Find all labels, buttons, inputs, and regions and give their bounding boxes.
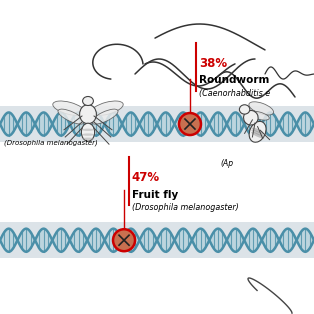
Ellipse shape [81,123,95,141]
Ellipse shape [58,109,84,124]
Circle shape [113,229,135,251]
Text: Roundworm: Roundworm [199,75,270,85]
Ellipse shape [249,111,269,120]
Ellipse shape [82,133,94,136]
Bar [0,222,314,258]
Ellipse shape [244,111,258,125]
Ellipse shape [92,109,118,124]
Ellipse shape [53,101,85,116]
Ellipse shape [252,127,264,134]
Text: 47%: 47% [132,171,160,184]
Text: Fruit fly: Fruit fly [132,190,178,200]
Text: (Ap: (Ap [220,159,233,168]
Ellipse shape [80,105,96,124]
Text: 38%: 38% [199,57,228,69]
Ellipse shape [239,105,250,114]
Circle shape [179,113,201,135]
Text: (Drosophila melanogaster): (Drosophila melanogaster) [132,203,239,212]
Ellipse shape [249,102,273,115]
Ellipse shape [249,122,266,142]
Ellipse shape [83,96,93,106]
Bar [0,106,314,142]
Ellipse shape [251,132,263,138]
Text: (Drosophila melanogaster): (Drosophila melanogaster) [4,139,98,146]
Ellipse shape [252,130,264,136]
Text: (Caenorhabditis e: (Caenorhabditis e [199,89,271,99]
Ellipse shape [82,138,94,140]
Ellipse shape [82,129,94,131]
Ellipse shape [91,101,123,116]
